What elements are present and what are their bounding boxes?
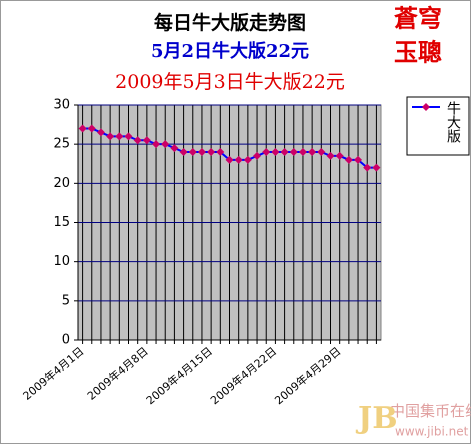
point (243, 155, 252, 164)
point (280, 148, 289, 156)
point (124, 132, 133, 141)
legend-label: 牛大版 (445, 101, 461, 144)
point (308, 148, 317, 156)
y-tick-label: 30 (53, 98, 70, 113)
point (225, 155, 234, 164)
point (106, 132, 115, 141)
point (142, 136, 151, 145)
point (152, 140, 161, 149)
annotation: 2009年5月3日牛大版22元 (115, 71, 345, 93)
point (170, 144, 179, 153)
point (216, 148, 225, 156)
y-tick-label: 10 (53, 254, 70, 269)
point (87, 124, 96, 133)
chart-title: 每日牛大版走势图 (154, 11, 306, 34)
point (253, 151, 262, 160)
point (161, 140, 170, 149)
subtitle: 5月2日牛大版22元 (151, 40, 309, 62)
point (326, 151, 335, 160)
point (271, 148, 280, 156)
point (372, 163, 381, 172)
point (289, 148, 298, 156)
watermark: 中国集币在线 (390, 402, 471, 420)
point (335, 151, 344, 160)
watermark-logo: JB (355, 401, 398, 436)
point (344, 155, 353, 164)
point (133, 136, 142, 145)
y-tick-label: 5 (62, 293, 70, 308)
point (298, 148, 307, 156)
point (179, 148, 188, 156)
point (207, 148, 216, 156)
y-tick-label: 25 (53, 137, 70, 152)
y-tick-label: 20 (53, 176, 70, 191)
point (78, 124, 87, 133)
point (197, 148, 206, 156)
point (96, 128, 105, 137)
point (234, 155, 243, 164)
legend-marker (422, 103, 430, 111)
point (363, 163, 372, 172)
point (262, 148, 271, 156)
point (317, 148, 326, 156)
watermark: www.jibi.net (395, 425, 469, 439)
logo-line: 玉聰 (394, 38, 442, 67)
point (354, 155, 363, 164)
point (115, 132, 124, 141)
y-tick-label: 0 (62, 333, 70, 348)
y-tick-label: 15 (53, 215, 70, 230)
logo-line: 蒼穹 (394, 4, 442, 33)
point (188, 148, 197, 156)
